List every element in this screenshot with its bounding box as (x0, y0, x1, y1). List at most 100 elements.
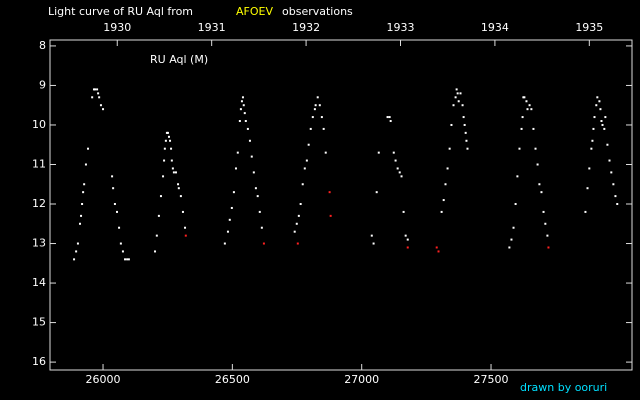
point (163, 159, 166, 162)
point (258, 210, 261, 213)
point (293, 230, 296, 233)
point (82, 191, 85, 194)
point (311, 116, 314, 119)
point (297, 214, 300, 217)
point (97, 92, 100, 95)
point (375, 191, 378, 194)
point (177, 187, 180, 190)
point (404, 234, 407, 237)
point (444, 183, 447, 186)
point (518, 147, 521, 150)
point (159, 195, 162, 198)
point (603, 127, 606, 130)
point (536, 163, 539, 166)
point (296, 242, 299, 245)
point (228, 218, 231, 221)
y-tick-label: 10 (32, 118, 46, 131)
point (171, 167, 174, 170)
point (370, 234, 373, 237)
point (301, 183, 304, 186)
point (313, 108, 316, 111)
point (303, 167, 306, 170)
point (318, 104, 321, 107)
point (322, 127, 325, 130)
y-tick-label: 13 (32, 237, 46, 250)
point (610, 171, 613, 174)
point (392, 151, 395, 154)
point (459, 92, 462, 95)
point (299, 203, 302, 206)
x-tick-label: 27500 (474, 373, 509, 386)
point (94, 88, 97, 91)
point (608, 159, 611, 162)
point (442, 199, 445, 202)
point (598, 100, 601, 103)
point (465, 139, 468, 142)
point (462, 116, 465, 119)
point (440, 210, 443, 213)
point (92, 88, 95, 91)
point (452, 104, 455, 107)
y-tick-label: 16 (32, 355, 46, 368)
point (523, 96, 526, 99)
point (406, 246, 409, 249)
point (510, 238, 513, 241)
point (455, 88, 458, 91)
point (372, 242, 375, 245)
point (386, 116, 389, 119)
point (169, 139, 172, 142)
point (118, 226, 121, 229)
point (309, 127, 312, 130)
y-tick-label: 9 (39, 78, 46, 91)
point (606, 143, 609, 146)
point (599, 108, 602, 111)
point (87, 147, 90, 150)
point (254, 187, 257, 190)
point (164, 139, 167, 142)
point (328, 191, 331, 194)
point (320, 116, 323, 119)
point (450, 123, 453, 126)
point (250, 155, 253, 158)
point (166, 131, 169, 134)
point (126, 258, 129, 261)
point (240, 100, 243, 103)
point (457, 100, 460, 103)
point (446, 167, 449, 170)
point (83, 183, 86, 186)
point (612, 183, 615, 186)
point (262, 242, 265, 245)
point (236, 151, 239, 154)
point (96, 88, 99, 91)
point (305, 159, 308, 162)
point (241, 96, 244, 99)
point (91, 96, 94, 99)
star-label: RU Aql (M) (150, 53, 208, 66)
point (591, 139, 594, 142)
x-tick-label: 26000 (86, 373, 121, 386)
x2-tick-label: 1931 (198, 21, 226, 34)
point (396, 167, 399, 170)
point (522, 96, 525, 99)
y-tick-label: 12 (32, 197, 46, 210)
point (521, 116, 524, 119)
point (172, 171, 175, 174)
point (76, 242, 79, 245)
point (314, 104, 317, 107)
point (398, 171, 401, 174)
point (377, 151, 380, 154)
point (590, 147, 593, 150)
point (596, 96, 599, 99)
point (157, 214, 160, 217)
point (127, 258, 130, 261)
point (295, 222, 298, 225)
point (525, 100, 528, 103)
point (400, 175, 403, 178)
point (530, 108, 533, 111)
point (98, 96, 101, 99)
y-tick-label: 15 (32, 316, 46, 329)
x2-tick-label: 1930 (103, 21, 131, 34)
point (516, 175, 519, 178)
